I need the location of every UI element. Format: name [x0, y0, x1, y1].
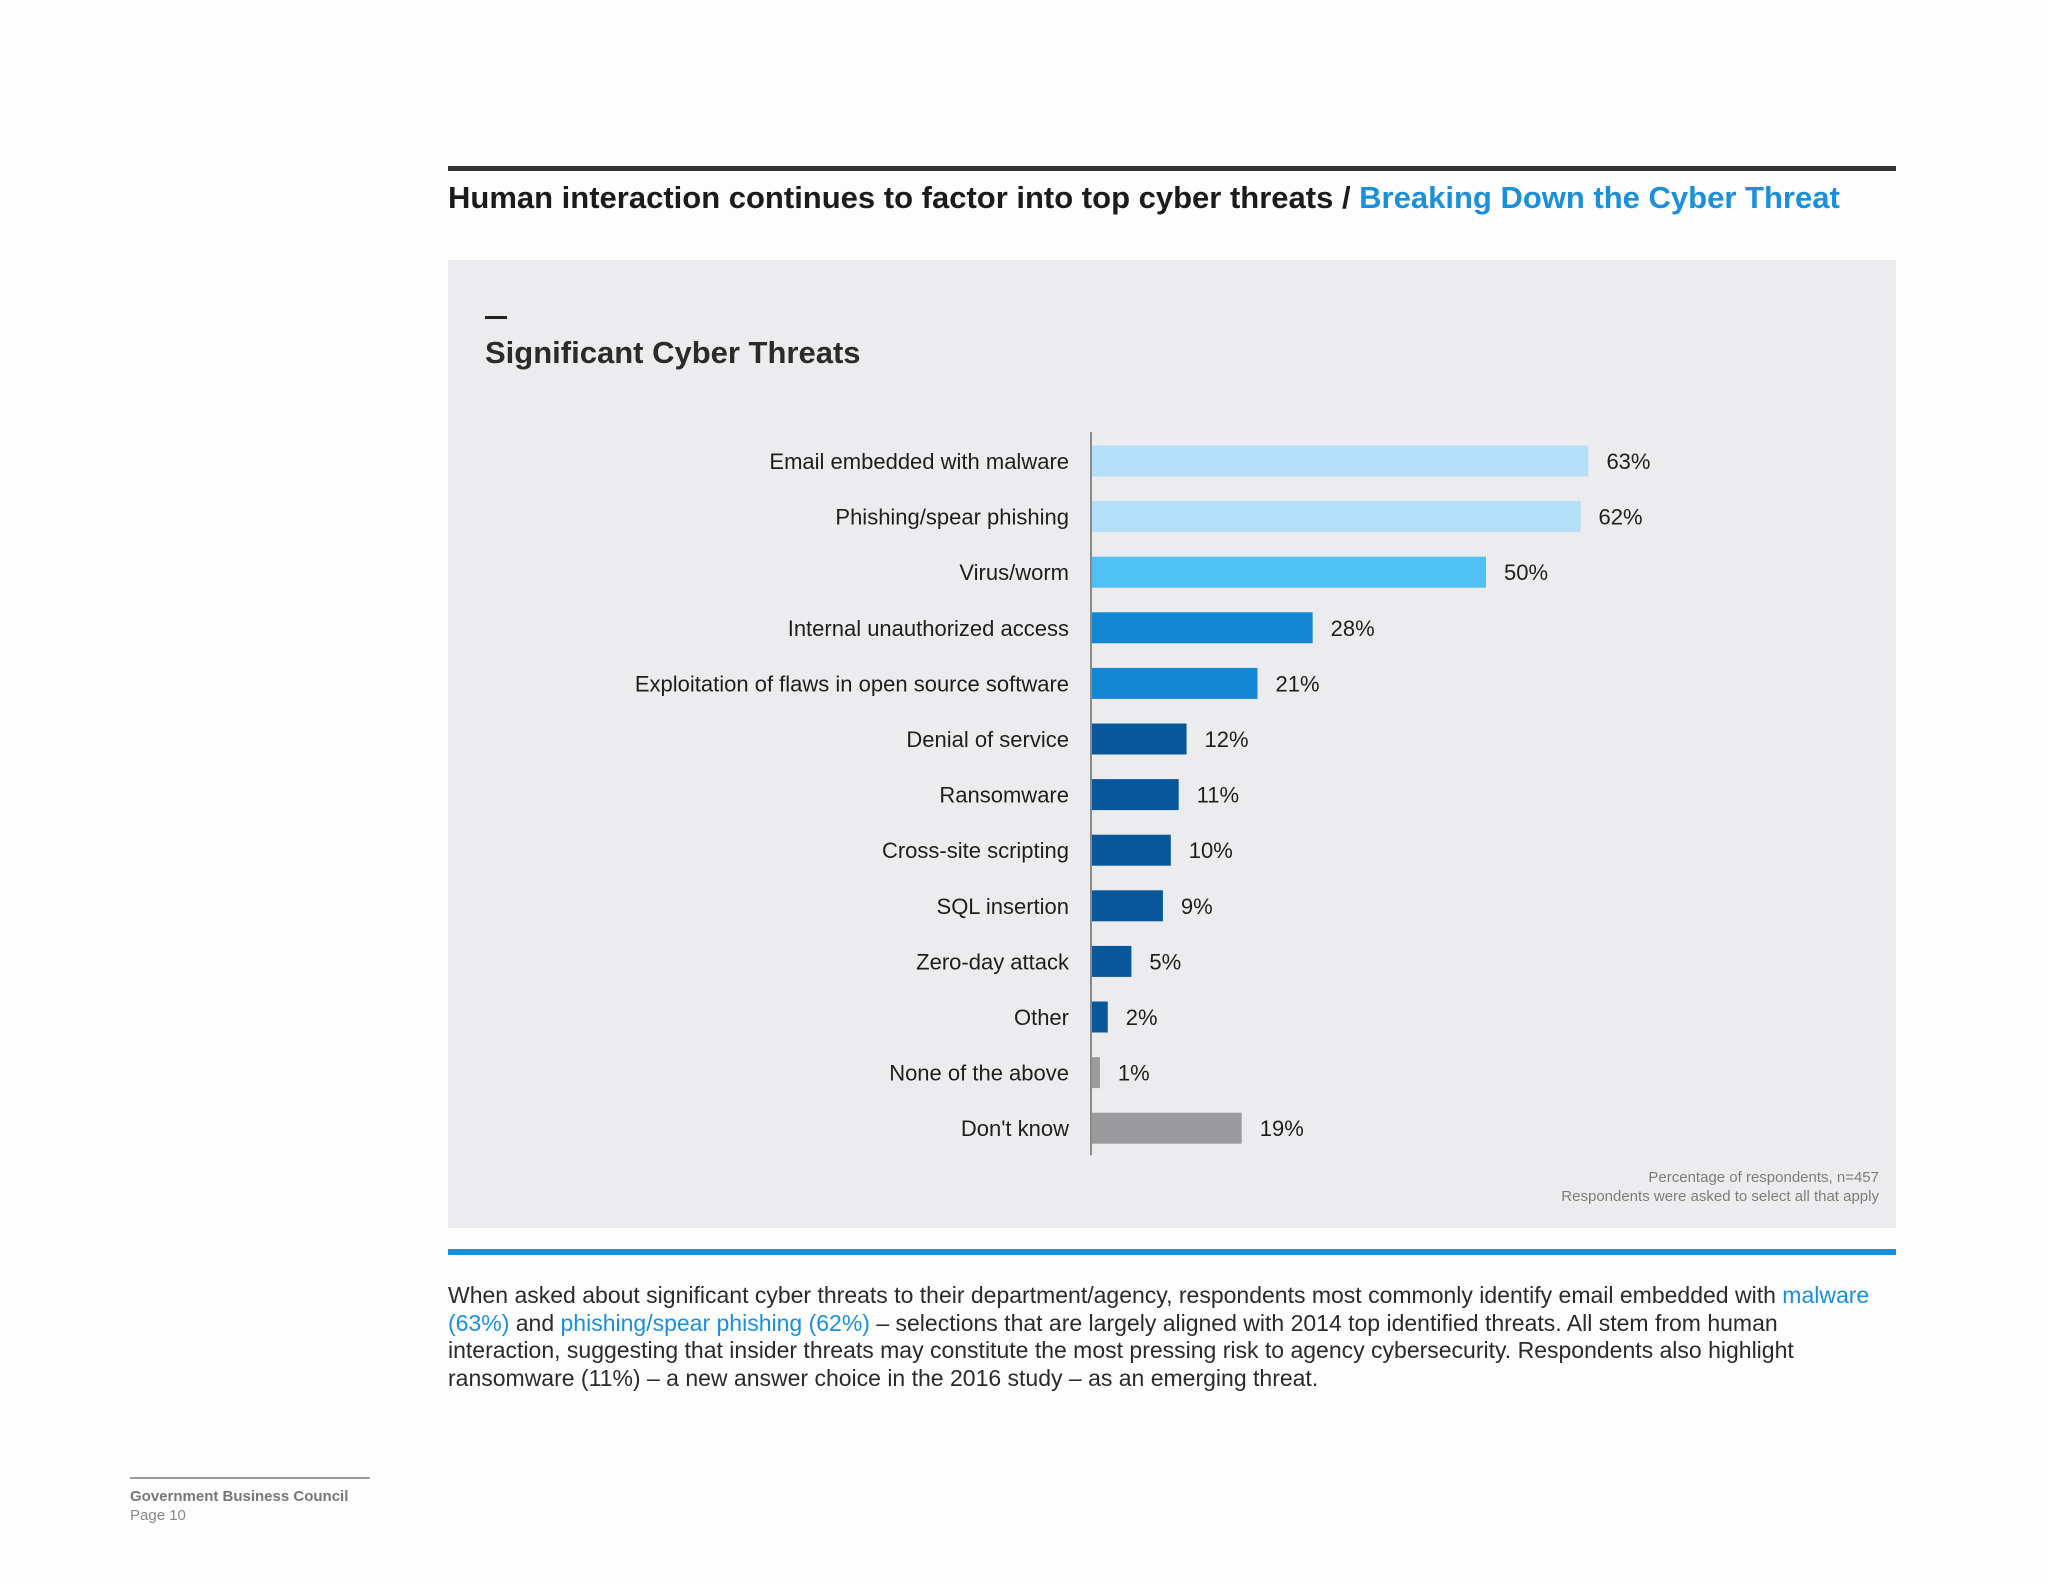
bar — [1092, 1112, 1242, 1144]
chart-panel: Significant Cyber Threats Email embedded… — [448, 260, 1896, 1228]
footer-rule — [130, 1477, 370, 1479]
highlight-malware: malware (63%) — [448, 1282, 1870, 1336]
title-separator: / — [1333, 180, 1360, 215]
summary-paragraph: When asked about significant cyber threa… — [448, 1282, 1896, 1392]
bar — [1092, 556, 1486, 588]
bar — [1092, 723, 1187, 755]
footnote-select-all: Respondents were asked to select all tha… — [1561, 1188, 1879, 1205]
value-label: 12% — [1205, 727, 1249, 752]
chart-footnote: Percentage of respondents, n=457 Respond… — [1561, 1168, 1879, 1206]
value-label: 19% — [1260, 1116, 1304, 1141]
category-label: Phishing/spear phishing — [835, 505, 1069, 530]
footer-organization: Government Business Council — [130, 1488, 349, 1505]
category-label: SQL insertion — [937, 894, 1069, 919]
category-label: Don't know — [961, 1116, 1069, 1141]
value-label: 9% — [1181, 894, 1213, 919]
page-title: Human interaction continues to factor in… — [448, 180, 1840, 216]
bar — [1092, 834, 1171, 866]
page-title-text: Human interaction continues to factor in… — [448, 180, 1334, 215]
bar — [1092, 1001, 1108, 1033]
category-label: None of the above — [889, 1061, 1069, 1086]
category-label: Exploitation of flaws in open source sof… — [635, 671, 1069, 696]
value-label: 10% — [1189, 838, 1233, 863]
footer-page-number: Page 10 — [130, 1507, 186, 1524]
value-label: 28% — [1331, 616, 1375, 641]
bar — [1092, 1057, 1100, 1089]
value-label: 21% — [1275, 671, 1319, 696]
category-label: Ransomware — [939, 783, 1069, 808]
highlight-phishing: phishing/spear phishing (62%) — [560, 1309, 870, 1336]
bar — [1092, 945, 1132, 977]
category-label: Denial of service — [906, 727, 1069, 752]
footnote-sample-size: Percentage of respondents, n=457 — [1648, 1169, 1879, 1186]
category-label: Zero-day attack — [916, 949, 1070, 974]
category-label: Cross-site scripting — [882, 838, 1069, 863]
title-dash — [485, 316, 507, 319]
bar — [1092, 501, 1581, 533]
summary-text-1: When asked about significant cyber threa… — [448, 1282, 1783, 1308]
category-label: Email embedded with malware — [769, 449, 1069, 474]
value-label: 50% — [1504, 560, 1548, 585]
value-label: 62% — [1599, 505, 1643, 530]
category-label: Virus/worm — [959, 560, 1069, 585]
value-label: 11% — [1197, 783, 1239, 808]
bar — [1092, 667, 1258, 699]
summary-text-3: – selections that are largely aligned wi… — [448, 1309, 1794, 1391]
summary-rule — [448, 1249, 1896, 1255]
value-label: 1% — [1118, 1061, 1150, 1086]
bar — [1092, 890, 1163, 922]
section-title: Breaking Down the Cyber Threat — [1359, 180, 1840, 215]
value-label: 2% — [1126, 1005, 1158, 1030]
bar-chart: Email embedded with malware 63% Phishing/s… — [635, 432, 1650, 1156]
category-label: Other — [1014, 1005, 1069, 1030]
chart-title: Significant Cyber Threats — [485, 335, 861, 370]
bar — [1092, 612, 1313, 644]
header-rule — [448, 166, 1896, 171]
summary-text-2: and — [509, 1309, 561, 1336]
bar — [1092, 779, 1179, 811]
category-label: Internal unauthorized access — [788, 616, 1069, 641]
value-label: 63% — [1606, 449, 1650, 474]
bar — [1092, 445, 1589, 477]
value-label: 5% — [1149, 949, 1181, 974]
